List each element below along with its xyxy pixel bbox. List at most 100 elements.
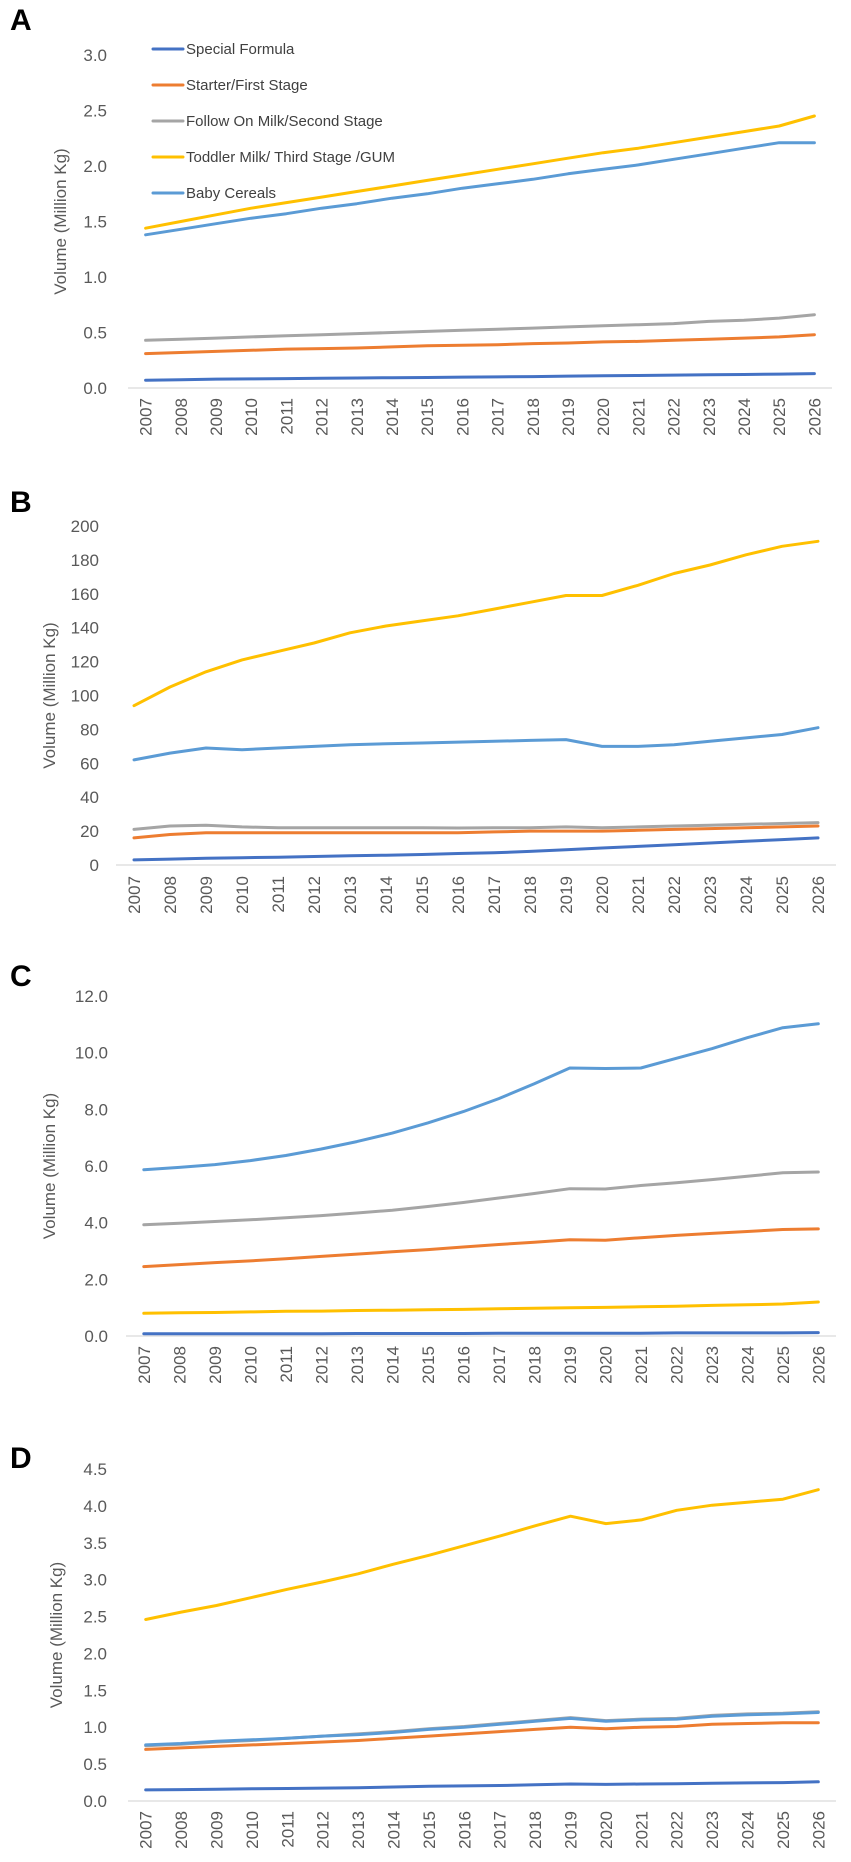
x-tick-label: 2026 (809, 876, 828, 914)
y-tick-label: 12.0 (75, 987, 108, 1006)
y-tick-label: 2.0 (83, 157, 107, 176)
series-line-baby-cereals (142, 1022, 820, 1172)
x-tick-label: 2013 (348, 398, 367, 436)
y-axis-title: Volume (Million Kg) (40, 622, 59, 768)
x-tick-label: 2023 (700, 398, 719, 436)
x-tick-label: 2023 (703, 1811, 722, 1849)
x-tick-label: 2023 (703, 1346, 722, 1384)
x-tick-label: 2009 (197, 876, 216, 914)
x-tick-label: 2025 (774, 1346, 793, 1384)
x-tick-label: 2013 (348, 1346, 367, 1384)
legend-label: Baby Cereals (186, 185, 276, 202)
x-tick-label: 2026 (805, 398, 824, 436)
x-tick-label: 2019 (561, 1346, 580, 1384)
y-axis-title: Volume (Million Kg) (47, 1562, 66, 1708)
series-line-starter-first-stage (132, 824, 820, 840)
x-tick-label: 2013 (349, 1811, 368, 1849)
x-tick-label: 2021 (632, 1811, 651, 1849)
series-line-toddler-milk-third-stage-gum (144, 114, 816, 230)
y-tick-label: 4.0 (84, 1214, 108, 1233)
x-tick-label: 2008 (172, 1811, 191, 1849)
legend-label: Starter/First Stage (186, 77, 308, 94)
y-tick-label: 120 (71, 653, 99, 672)
x-tick-label: 2022 (668, 1811, 687, 1849)
series-line-follow-on-milk-second-stage (132, 821, 820, 831)
y-tick-label: 2.5 (83, 102, 107, 121)
y-tick-label: 20 (80, 822, 99, 841)
x-tick-label: 2024 (738, 1346, 757, 1384)
x-tick-label: 2010 (242, 398, 261, 436)
x-tick-label: 2010 (243, 1811, 262, 1849)
y-tick-label: 0.0 (84, 1327, 108, 1346)
x-tick-label: 2012 (305, 876, 324, 914)
x-tick-label: 2007 (137, 398, 156, 436)
x-tick-label: 2025 (770, 398, 789, 436)
y-tick-label: 80 (80, 720, 99, 739)
x-tick-label: 2026 (809, 1346, 828, 1384)
x-tick-label: 2020 (597, 1811, 616, 1849)
y-tick-label: 6.0 (84, 1157, 108, 1176)
x-tick-label: 2007 (125, 876, 144, 914)
panel-letter: A (10, 4, 32, 37)
x-tick-label: 2010 (233, 876, 252, 914)
x-tick-label: 2025 (774, 1811, 793, 1849)
x-tick-label: 2019 (562, 1811, 581, 1849)
x-tick-label: 2011 (277, 398, 296, 435)
y-tick-label: 8.0 (84, 1100, 108, 1119)
y-tick-label: 4.0 (83, 1497, 107, 1516)
x-tick-label: 2015 (413, 876, 432, 914)
series-line-starter-first-stage (144, 1721, 820, 1751)
x-tick-label: 2014 (383, 1346, 402, 1384)
legend: Special Formula Starter/First Stage Follow… (151, 41, 395, 202)
chart-panel-d: D Volume (Million Kg) 0.0 0.5 1.0 1.5 2.0 2.5 3.… (10, 1442, 836, 1849)
x-tick-label: 2012 (314, 1811, 333, 1849)
series-line-toddler-milk-third-stage-gum (142, 1300, 820, 1315)
x-tick-label: 2008 (161, 876, 180, 914)
series-line-follow-on-milk-second-stage (144, 313, 816, 342)
x-tick-label: 2014 (383, 398, 402, 436)
x-tick-label: 2008 (172, 398, 191, 436)
x-tick-label: 2022 (665, 876, 684, 914)
y-tick-label: 0.5 (83, 1755, 107, 1774)
y-tick-label: 0 (90, 856, 99, 875)
x-tick-label: 2014 (385, 1811, 404, 1849)
x-tick-label: 2023 (701, 876, 720, 914)
x-tick-label: 2017 (491, 1811, 510, 1849)
x-tick-label: 2018 (524, 398, 543, 436)
x-tick-label: 2016 (449, 876, 468, 914)
x-tick-label: 2020 (596, 1346, 615, 1384)
x-tick-label: 2021 (629, 398, 648, 436)
legend-label: Toddler Milk/ Third Stage /GUM (186, 149, 395, 166)
x-tick-label: 2017 (485, 876, 504, 914)
y-tick-label: 1.5 (83, 213, 107, 232)
chart-panel-b: B Volume (Million Kg) 0 20 40 60 80 100 120 140 16… (10, 486, 836, 914)
x-tick-label: 2016 (454, 1346, 473, 1384)
legend-label: Special Formula (186, 41, 295, 58)
y-tick-label: 1.5 (83, 1681, 107, 1700)
x-tick-label: 2020 (594, 398, 613, 436)
chart-panel-c: C Volume (Million Kg) 0.0 2.0 4.0 6.0 8.0 10.0 1… (10, 960, 836, 1384)
y-tick-label: 1.0 (83, 1718, 107, 1737)
x-tick-label: 2018 (525, 1346, 544, 1384)
y-tick-label: 3.0 (83, 1571, 107, 1590)
panel-letter: D (10, 1442, 32, 1475)
y-tick-label: 2.5 (83, 1608, 107, 1627)
x-tick-label: 2017 (489, 398, 508, 436)
series-line-baby-cereals (144, 1711, 820, 1747)
series-line-special-formula (144, 1780, 820, 1792)
x-tick-label: 2024 (739, 1811, 758, 1849)
chart-panel-a: A Volume (Million Kg) 0.0 0.5 1.0 1.5 2.0 2.5 3.… (10, 4, 832, 436)
series-line-special-formula (132, 836, 820, 862)
x-tick-label: 2013 (341, 876, 360, 914)
x-tick-label: 2017 (490, 1346, 509, 1384)
y-tick-label: 0.5 (83, 324, 107, 343)
x-tick-label: 2009 (206, 1346, 225, 1384)
x-tick-label: 2012 (312, 1346, 331, 1384)
x-tick-label: 2011 (277, 1346, 296, 1383)
x-tick-label: 2014 (377, 876, 396, 914)
x-tick-label: 2018 (526, 1811, 545, 1849)
x-tick-label: 2009 (208, 1811, 227, 1849)
y-axis-title: Volume (Million Kg) (40, 1093, 59, 1239)
series-line-baby-cereals (132, 726, 820, 762)
x-tick-label: 2015 (419, 1346, 438, 1384)
